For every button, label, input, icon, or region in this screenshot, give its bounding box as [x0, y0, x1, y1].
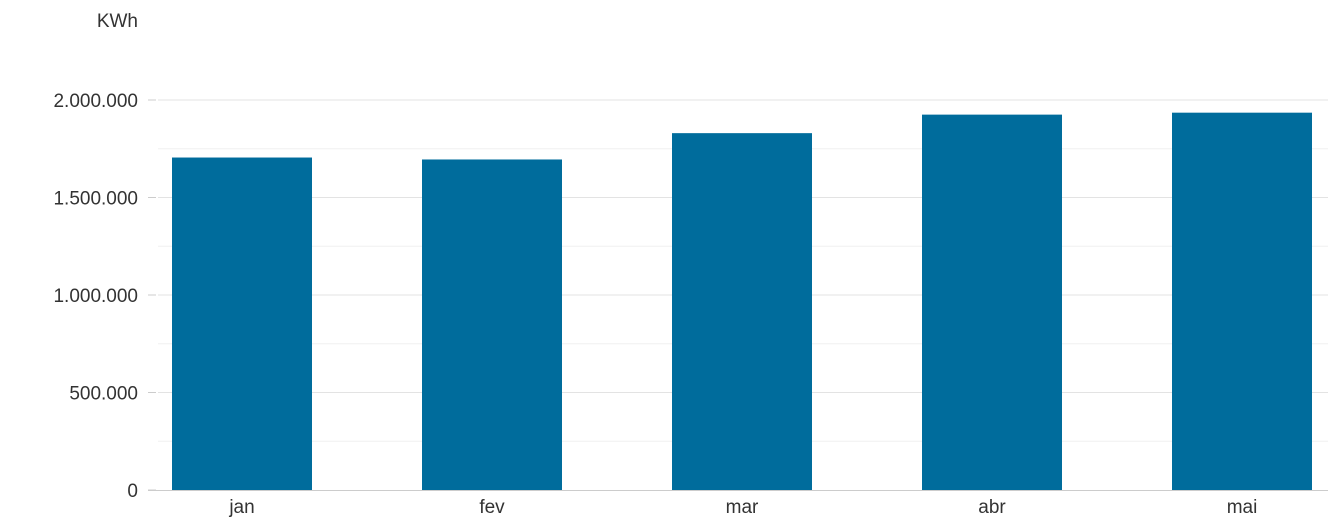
bar-abr[interactable] [922, 114, 1062, 490]
y-tick-label: 500.000 [69, 384, 138, 405]
bar-mar[interactable] [672, 133, 812, 490]
bar-jan[interactable] [172, 157, 312, 490]
bars [172, 112, 1312, 491]
x-axis: jan fev mar abr mai [148, 490, 1328, 518]
bar-mai[interactable] [1172, 112, 1312, 491]
y-axis: 0 500.000 1.000.000 1.500.000 2.000.000 [53, 91, 156, 502]
x-tick-label-mai: mai [1227, 497, 1258, 518]
y-axis-unit-label: KWh [97, 11, 138, 32]
y-tick-label: 1.000.000 [53, 286, 138, 307]
y-tick-label: 0 [127, 481, 138, 502]
y-tick-label: 2.000.000 [53, 91, 138, 112]
x-tick-label-mar: mar [726, 497, 759, 518]
x-tick-label-fev: fev [479, 497, 505, 518]
bar-fev[interactable] [422, 159, 562, 490]
x-tick-label-abr: abr [978, 497, 1006, 518]
y-tick-label: 1.500.000 [53, 189, 138, 210]
x-tick-label-jan: jan [228, 497, 254, 518]
